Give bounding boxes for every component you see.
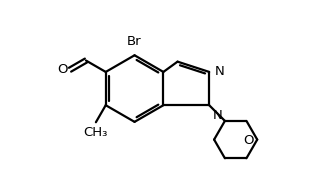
- Text: Br: Br: [127, 35, 142, 48]
- Text: O: O: [244, 134, 254, 147]
- Text: N: N: [213, 109, 223, 122]
- Text: N: N: [215, 65, 225, 78]
- Text: CH₃: CH₃: [84, 126, 108, 139]
- Text: O: O: [57, 63, 68, 76]
